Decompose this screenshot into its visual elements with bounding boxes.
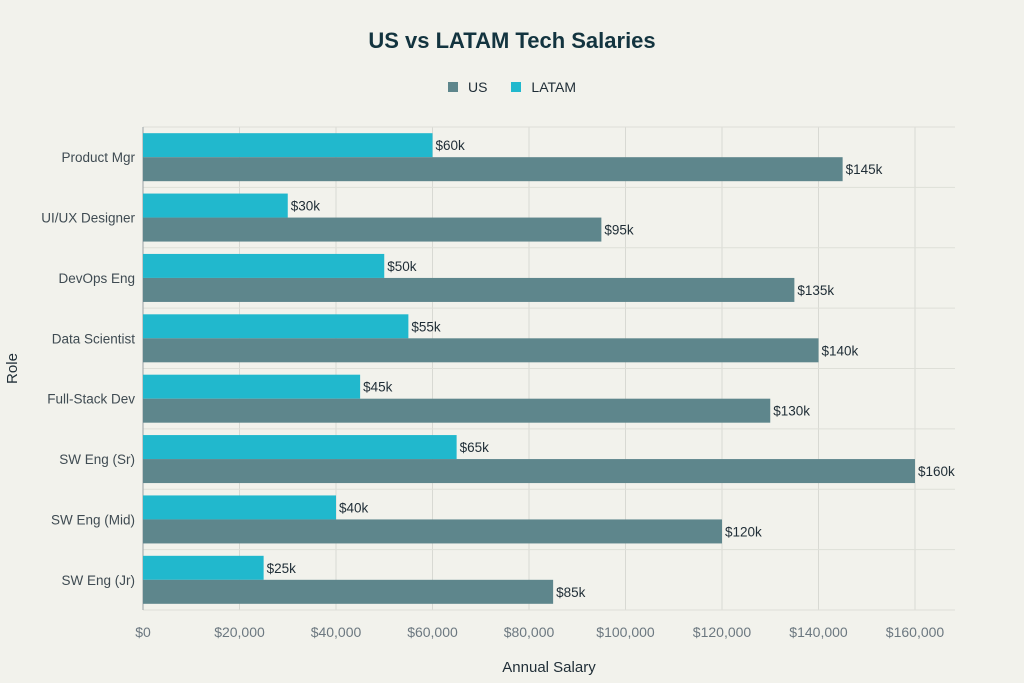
data-label-us: $145k: [846, 162, 883, 177]
bar-latam: [143, 253, 385, 278]
legend-item-latam: LATAM: [511, 79, 576, 95]
x-axis-title: Annual Salary: [502, 659, 596, 676]
bar-us: [143, 277, 795, 302]
data-label-us: $140k: [822, 343, 859, 358]
x-tick-label: $0: [135, 624, 151, 640]
data-label-us: $85k: [556, 585, 586, 600]
legend-swatch-us: [447, 82, 458, 92]
y-category-label: DevOps Eng: [58, 271, 135, 286]
data-label-latam: $40k: [339, 500, 369, 515]
data-label-latam: $25k: [267, 561, 297, 576]
y-category-label: Full-Stack Dev: [47, 392, 135, 407]
chart-legend: US LATAM: [0, 79, 1024, 95]
x-tick-label: $80,000: [504, 624, 555, 640]
x-tick-label: $160,000: [886, 624, 945, 640]
bar-us: [143, 398, 771, 423]
data-label-latam: $60k: [436, 138, 466, 153]
legend-label-latam: LATAM: [531, 79, 577, 95]
bar-us: [143, 519, 722, 544]
data-label-latam: $30k: [291, 199, 321, 214]
bar-latam: [143, 193, 288, 218]
bar-latam: [143, 555, 264, 580]
data-label-us: $135k: [797, 283, 834, 298]
x-tick-label: $140,000: [789, 624, 848, 640]
bar-latam: [143, 374, 361, 399]
legend-item-us: US: [447, 79, 488, 95]
bar-us: [143, 459, 915, 484]
y-category-label: Product Mgr: [61, 150, 135, 165]
bar-us: [143, 217, 602, 242]
y-category-label: UI/UX Designer: [41, 211, 135, 226]
bar-latam: [143, 314, 409, 339]
x-tick-label: $40,000: [311, 624, 362, 640]
x-tick-label: $100,000: [596, 624, 655, 640]
bar-latam: [143, 133, 433, 158]
data-label-us: $130k: [773, 404, 810, 419]
bar-us: [143, 157, 843, 182]
data-label-latam: $55k: [411, 319, 441, 334]
data-label-latam: $45k: [363, 380, 393, 395]
data-label-us: $120k: [725, 524, 762, 539]
y-category-label: Data Scientist: [52, 331, 136, 346]
x-tick-label: $60,000: [407, 624, 458, 640]
bar-us: [143, 579, 554, 604]
chart-title: US vs LATAM Tech Salaries: [368, 28, 656, 53]
x-tick-label: $120,000: [693, 624, 752, 640]
y-category-label: SW Eng (Sr): [59, 452, 135, 467]
data-label-us: $95k: [604, 223, 634, 238]
y-category-label: SW Eng (Jr): [61, 573, 135, 588]
bar-latam: [143, 435, 457, 460]
legend-label-us: US: [467, 79, 488, 95]
bar-us: [143, 338, 819, 363]
x-tick-label: $20,000: [214, 624, 265, 640]
bar-latam: [143, 495, 336, 520]
y-axis-title: Role: [4, 353, 21, 384]
data-label-latam: $50k: [387, 259, 417, 274]
data-label-us: $160k: [918, 464, 955, 479]
legend-swatch-latam: [511, 82, 522, 92]
y-category-label: SW Eng (Mid): [51, 512, 135, 527]
data-label-latam: $65k: [460, 440, 490, 455]
